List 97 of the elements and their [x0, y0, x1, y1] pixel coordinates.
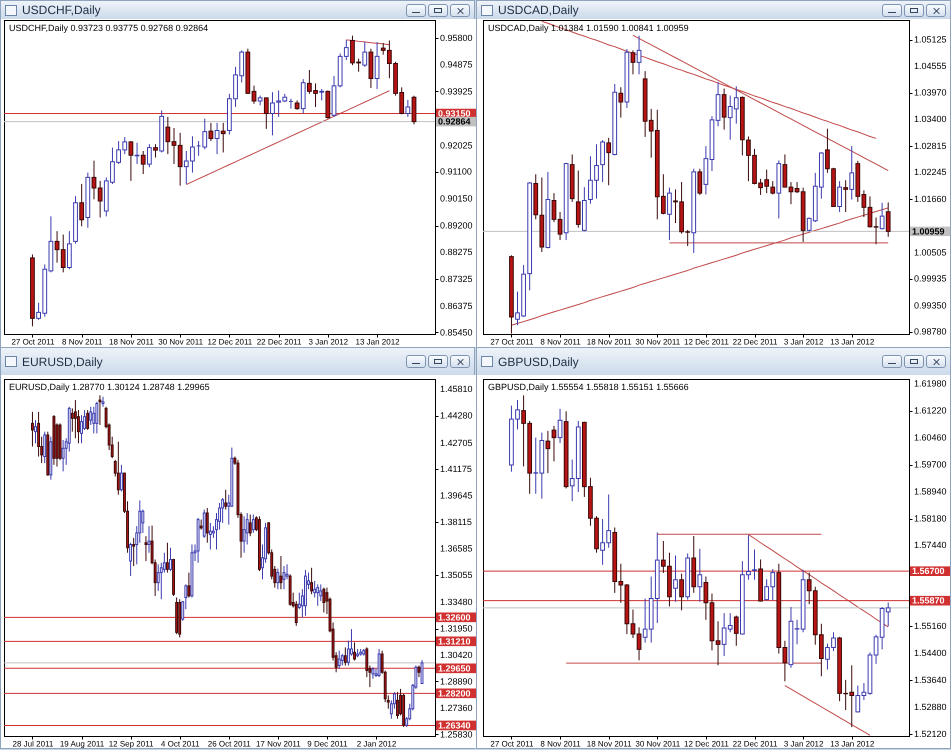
- annotation: USDCHF,Daily 0.93723 0.93775 0.92768 0.92864: [9, 23, 208, 33]
- y-tick-label: 0.93925: [440, 86, 473, 96]
- x-tick-label: 13 Jan 2012: [356, 338, 400, 346]
- x-tick-label: 28 Jul 2011: [12, 740, 54, 748]
- y-tick-label: 1.57440: [914, 540, 947, 550]
- y-tick-label: 1.52120: [914, 728, 947, 739]
- y-tick-label: 1.61220: [914, 406, 947, 416]
- y-tick-label: 1.28890: [440, 676, 473, 686]
- x-tick-label: 18 Nov 2011: [109, 338, 154, 346]
- y-tick-label: 0.99935: [914, 274, 947, 284]
- x-tick-label: 26 Oct 2011: [208, 740, 252, 748]
- y-tick-label: 0.86375: [440, 301, 473, 312]
- x-tick-label: 22 Dec 2011: [732, 740, 778, 748]
- ref-line-label: 0.92864: [438, 116, 471, 127]
- ref-line-label: 1.32600: [438, 612, 471, 622]
- y-tick-label: 1.36585: [440, 544, 473, 554]
- y-tick-label: 0.89200: [440, 220, 473, 231]
- y-tick-label: 1.25830: [440, 729, 473, 740]
- x-tick-label: 27 Oct 2011: [490, 740, 534, 748]
- x-tick-label: 2 Jan 2012: [356, 740, 397, 748]
- ref-line-label: 1.28200: [438, 688, 471, 698]
- y-tick-label: 1.01660: [914, 194, 947, 204]
- y-tick-label: 1.55160: [914, 620, 947, 631]
- y-tick-label: 1.04555: [914, 60, 947, 71]
- y-tick-label: 1.58180: [914, 514, 947, 524]
- y-tick-label: 0.94875: [440, 59, 473, 70]
- y-tick-label: 0.90150: [440, 194, 473, 204]
- y-tick-label: 0.91100: [440, 166, 472, 177]
- y-tick-label: 0.92025: [440, 140, 473, 150]
- ref-line-label: 0.93150: [438, 108, 471, 118]
- y-tick-label: 1.39645: [440, 490, 473, 501]
- x-tick-label: 18 Nov 2011: [586, 740, 632, 748]
- ref-line-label: 1.26340: [438, 720, 471, 730]
- chart-title: GBPUSD,Daily: [498, 354, 579, 368]
- y-tick-label: 1.61980: [914, 378, 947, 389]
- y-tick-label: 0.99350: [914, 300, 947, 310]
- ref-line-label: 1.56700: [912, 566, 945, 576]
- y-tick-label: 1.42705: [440, 438, 473, 448]
- ref-line-label: 1.31210: [438, 636, 471, 646]
- chart-title: USDCHF,Daily: [22, 3, 101, 17]
- x-tick-label: 30 Nov 2011: [158, 338, 204, 346]
- ref-line-label: 1.55870: [912, 596, 945, 606]
- x-tick-label: 18 Nov 2011: [586, 338, 632, 346]
- ref-line-label: 1.00959: [912, 226, 945, 236]
- x-tick-label: 13 Jan 2012: [830, 338, 875, 346]
- y-tick-label: 1.02245: [914, 167, 947, 178]
- y-tick-label: 1.05125: [914, 34, 947, 45]
- y-tick-label: 0.98780: [914, 326, 947, 337]
- y-tick-label: 1.52880: [914, 702, 947, 712]
- y-tick-label: 1.02815: [914, 140, 947, 151]
- y-tick-label: 1.35055: [440, 570, 473, 580]
- x-tick-label: 4 Oct 2011: [160, 740, 200, 748]
- y-tick-label: 1.60460: [914, 432, 947, 443]
- y-tick-label: 1.31950: [440, 624, 473, 634]
- x-tick-label: 3 Jan 2012: [784, 338, 824, 346]
- x-tick-label: 30 Nov 2011: [635, 338, 681, 346]
- x-tick-label: 22 Dec 2011: [256, 338, 302, 346]
- x-tick-label: 22 Dec 2011: [732, 338, 778, 346]
- x-tick-label: 3 Jan 2012: [784, 740, 824, 748]
- x-tick-label: 17 Nov 2011: [256, 740, 302, 748]
- x-tick-label: 19 Aug 2011: [60, 740, 105, 748]
- y-tick-label: 1.38115: [440, 517, 472, 528]
- y-tick-label: 1.44280: [440, 410, 473, 421]
- y-tick-label: 1.03970: [914, 88, 947, 98]
- y-tick-label: 1.41175: [440, 464, 472, 474]
- y-tick-label: 1.30420: [440, 650, 473, 660]
- x-tick-label: 8 Nov 2011: [540, 338, 582, 346]
- x-tick-label: 27 Oct 2011: [490, 338, 534, 346]
- y-tick-label: 1.58940: [914, 486, 947, 497]
- chart-title: EURUSD,Daily: [22, 354, 103, 368]
- x-tick-label: 30 Nov 2011: [635, 740, 681, 748]
- annotation: EURUSD,Daily 1.28770 1.30124 1.28748 1.29965: [9, 382, 210, 392]
- x-tick-label: 12 Dec 2011: [207, 338, 253, 346]
- y-tick-label: 0.85450: [440, 327, 473, 338]
- x-tick-label: 8 Nov 2011: [540, 740, 582, 748]
- x-tick-label: 8 Nov 2011: [62, 338, 103, 346]
- y-tick-label: 0.88275: [440, 247, 473, 258]
- chart-title: USDCAD,Daily: [498, 3, 579, 17]
- x-tick-label: 3 Jan 2012: [308, 338, 349, 346]
- y-tick-label: 1.54400: [914, 648, 947, 658]
- y-tick-label: 1.03400: [914, 114, 947, 124]
- x-tick-label: 9 Dec 2011: [307, 740, 348, 748]
- ref-line-label: 1.29650: [438, 663, 471, 674]
- x-tick-label: 12 Sep 2011: [108, 740, 154, 748]
- y-tick-label: 1.59700: [914, 460, 947, 470]
- x-tick-label: 12 Dec 2011: [684, 338, 730, 346]
- x-tick-label: 13 Jan 2012: [830, 740, 875, 748]
- x-tick-label: 12 Dec 2011: [684, 740, 730, 748]
- y-tick-label: 1.33480: [440, 597, 473, 608]
- y-tick-label: 0.87325: [440, 274, 473, 284]
- y-tick-label: 1.53640: [914, 674, 947, 685]
- y-tick-label: 1.00505: [914, 247, 947, 258]
- y-tick-label: 0.95800: [440, 33, 473, 44]
- annotation: GBPUSD,Daily 1.55554 1.55818 1.55151 1.55666: [488, 382, 689, 392]
- x-tick-label: 27 Oct 2011: [11, 338, 55, 346]
- y-tick-label: 1.45810: [440, 384, 473, 394]
- y-tick-label: 1.27360: [440, 702, 473, 713]
